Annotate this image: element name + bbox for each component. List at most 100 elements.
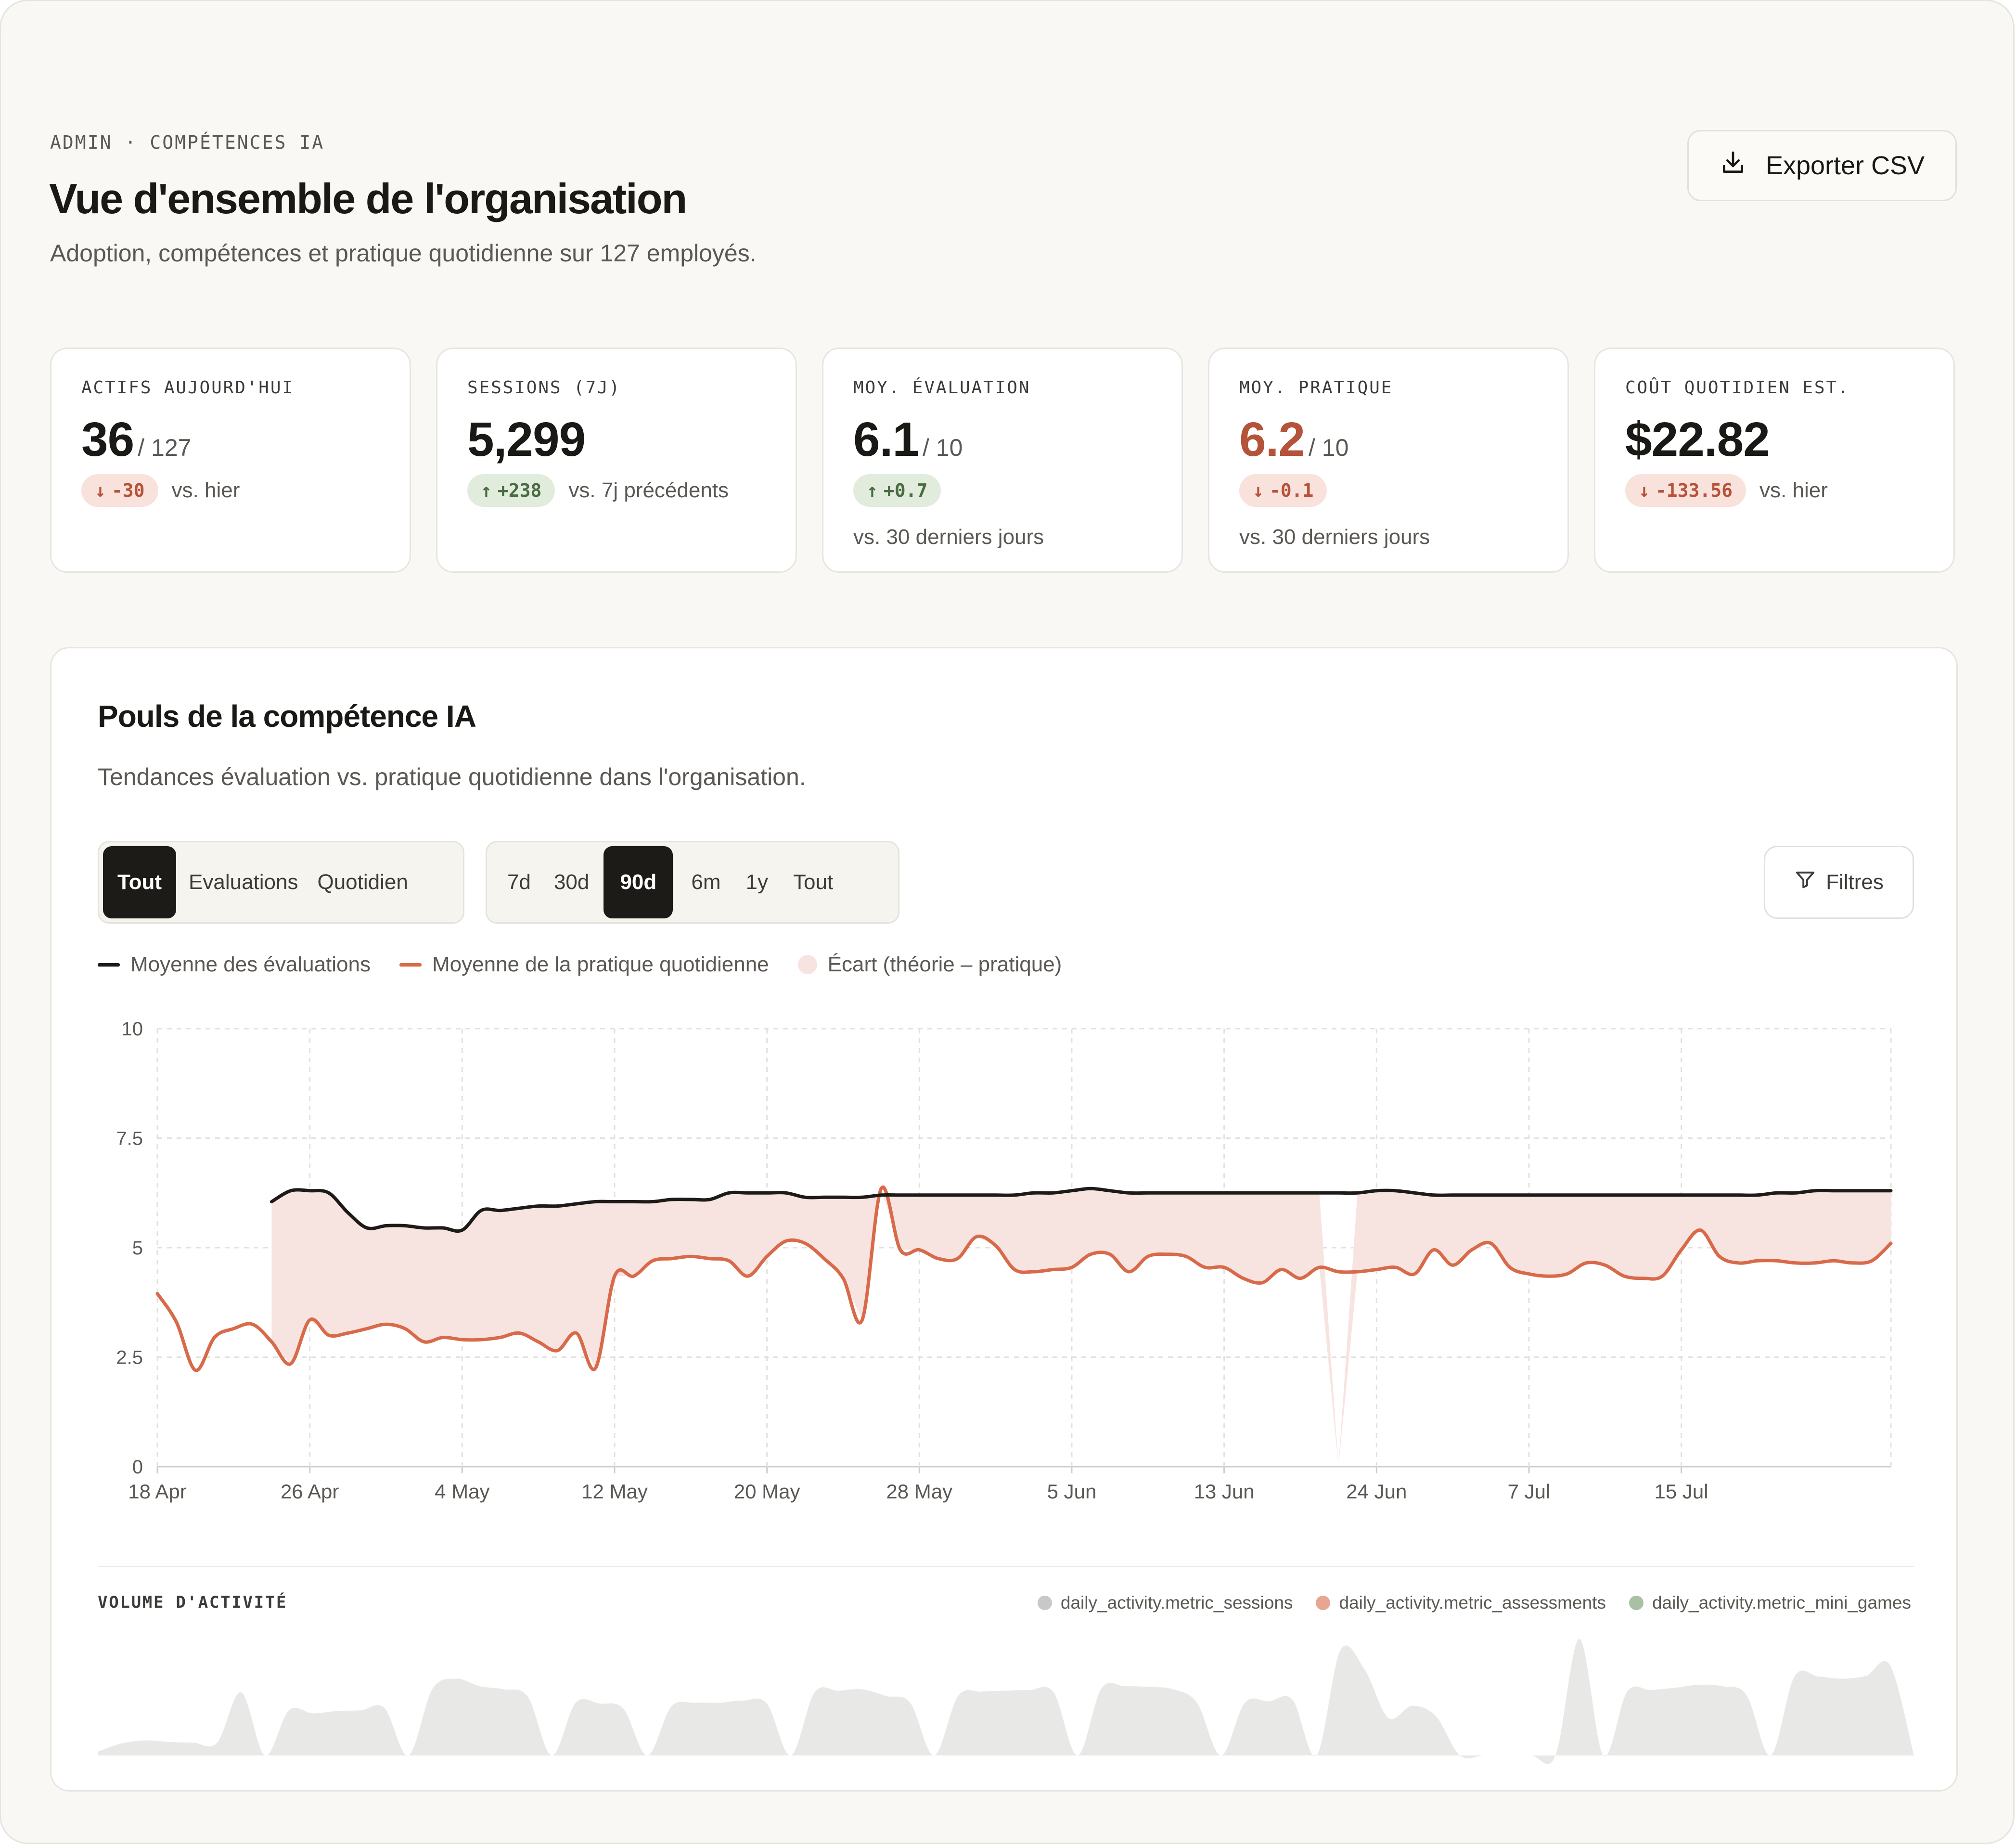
tab-range-1y[interactable]: 1y <box>745 870 768 894</box>
kpi-denominator: / 127 <box>138 434 192 461</box>
series-line-practice <box>155 1185 1893 1372</box>
kpi-value: 6.2 <box>1239 413 1305 466</box>
volume-legend-sessions: daily_activity.metric_sessions <box>1037 1593 1293 1613</box>
breadcrumb: ADMIN · COMPÉTENCES IA <box>50 132 325 153</box>
x-tick-label: 12 May <box>581 1480 648 1503</box>
y-tick-label: 7.5 <box>116 1128 143 1149</box>
arrow-down-icon: ↓ <box>1253 480 1264 501</box>
filter-icon <box>1794 869 1816 896</box>
legend-dot <box>1316 1596 1331 1610</box>
legend-label: daily_activity.metric_assessments <box>1339 1593 1606 1613</box>
kpi-note: vs. 30 derniers jours <box>853 525 1044 549</box>
legend-label: daily_activity.metric_mini_games <box>1652 1593 1911 1613</box>
kpi-comparison: vs. hier <box>1759 478 1828 502</box>
filters-label: Filtres <box>1826 870 1884 894</box>
kpi-delta-badge: ↓ -133.56 <box>1625 474 1746 507</box>
kpi-denominator: / 10 <box>923 434 963 461</box>
kpi-delta-value: -0.1 <box>1269 480 1314 501</box>
x-tick-label: 13 Jun <box>1194 1480 1255 1503</box>
kpi-value: 36 <box>81 413 134 466</box>
legend-swatch <box>98 963 120 967</box>
tab-view-tout[interactable]: Tout <box>103 846 176 918</box>
y-tick-label: 10 <box>122 1019 143 1040</box>
tab-view-evaluations[interactable]: Evaluations <box>189 870 298 894</box>
volume-legend: daily_activity.metric_sessions daily_act… <box>1037 1593 1911 1613</box>
kpi-card-avg-practice: MOY. PRATIQUE 6.2 / 10 ↓ -0.1 vs. 30 dern… <box>1208 348 1569 573</box>
export-csv-button[interactable]: Exporter CSV <box>1687 130 1957 201</box>
x-tick-label: 5 Jun <box>1047 1480 1097 1503</box>
kpi-value: 6.1 <box>853 413 919 466</box>
x-tick-label: 28 May <box>886 1480 952 1503</box>
kpi-label: COÛT QUOTIDIEN EST. <box>1625 378 1850 398</box>
kpi-delta-value: -133.56 <box>1655 480 1733 501</box>
kpi-card-daily-cost: COÛT QUOTIDIEN EST. $22.82 ↓ -133.56 vs. … <box>1594 348 1955 573</box>
panel-subtitle: Tendances évaluation vs. pratique quotid… <box>98 763 806 790</box>
x-tick-label: 4 May <box>435 1480 489 1503</box>
kpi-delta-badge: ↑ +0.7 <box>853 474 941 507</box>
legend-label: Écart (théorie – pratique) <box>827 953 1062 976</box>
x-tick-label: 15 Jul <box>1655 1480 1708 1503</box>
tab-range-7d[interactable]: 7d <box>507 870 531 894</box>
section-divider <box>98 1566 1914 1567</box>
download-icon <box>1720 149 1746 182</box>
skills-pulse-panel: Pouls de la compétence IA Tendances éval… <box>50 647 1958 1792</box>
arrow-down-icon: ↓ <box>1639 480 1650 501</box>
kpi-delta-badge: ↓ -30 <box>81 474 158 507</box>
tab-range-tout[interactable]: Tout <box>793 870 834 894</box>
export-csv-label: Exporter CSV <box>1765 151 1925 180</box>
kpi-delta-value: +238 <box>497 480 542 501</box>
x-tick-label: 7 Jul <box>1508 1480 1551 1503</box>
tab-range-6m[interactable]: 6m <box>691 870 721 894</box>
legend-label: daily_activity.metric_sessions <box>1060 1593 1293 1613</box>
kpi-label: SESSIONS (7J) <box>467 378 621 398</box>
volume-label: VOLUME D'ACTIVITÉ <box>98 1593 288 1612</box>
volume-legend-assessments: daily_activity.metric_assessments <box>1316 1593 1606 1613</box>
legend-item-practice: Moyenne de la pratique quotidienne <box>399 953 769 977</box>
legend-dot <box>1629 1596 1644 1610</box>
page-subtitle: Adoption, compétences et pratique quotid… <box>50 240 757 267</box>
kpi-delta-value: +0.7 <box>883 480 928 501</box>
x-tick-label: 26 Apr <box>281 1480 339 1503</box>
legend-item-gap: Écart (théorie – pratique) <box>797 953 1062 977</box>
volume-legend-mini-games: daily_activity.metric_mini_games <box>1629 1593 1911 1613</box>
kpi-denominator: / 10 <box>1309 434 1349 461</box>
x-tick-label: 18 Apr <box>128 1480 186 1503</box>
volume-area-sessions <box>98 1639 1914 1764</box>
kpi-delta-badge: ↓ -0.1 <box>1239 474 1327 507</box>
kpi-delta-badge: ↑ +238 <box>467 474 555 507</box>
arrow-up-icon: ↑ <box>867 480 878 501</box>
legend-swatch <box>797 955 817 974</box>
arrow-up-icon: ↑ <box>481 480 492 501</box>
kpi-card-sessions: SESSIONS (7J) 5,299 ↑ +238 vs. 7j précéde… <box>436 348 797 573</box>
panel-title: Pouls de la compétence IA <box>98 699 476 734</box>
tab-range-30d[interactable]: 30d <box>553 870 590 894</box>
kpi-value: 5,299 <box>467 413 586 466</box>
series-line-assessment <box>270 1187 1893 1233</box>
kpi-label: MOY. PRATIQUE <box>1239 378 1393 398</box>
y-tick-label: 0 <box>132 1457 143 1478</box>
legend-item-assessment: Moyenne des évaluations <box>98 953 371 977</box>
view-toggle: Tout Evaluations Quotidien <box>98 841 464 924</box>
kpi-value: $22.82 <box>1625 413 1770 466</box>
chart-grid: 0 2.5 5 7.5 10 18 Apr 26 Apr 4 May 12 May 20 May 2… <box>116 1019 1892 1503</box>
legend-dot <box>1037 1596 1052 1610</box>
y-tick-label: 5 <box>132 1238 143 1259</box>
kpi-label: ACTIFS AUJOURD'HUI <box>81 378 294 398</box>
tab-range-90d[interactable]: 90d <box>604 846 673 918</box>
range-toggle: 7d 30d 90d 6m 1y Tout <box>486 841 899 924</box>
chart-legend: Moyenne des évaluations Moyenne de la pr… <box>98 953 1062 977</box>
gap-area <box>271 1188 1891 1467</box>
kpi-comparison: vs. 7j précédents <box>568 478 729 502</box>
page-title: Vue d'ensemble de l'organisation <box>49 175 687 222</box>
kpi-delta-value: -30 <box>111 480 145 501</box>
skills-trend-chart: 0 2.5 5 7.5 10 18 Apr 26 Apr 4 May 12 May 20 May 2… <box>116 1019 1893 1503</box>
kpi-card-avg-assessment: MOY. ÉVALUATION 6.1 / 10 ↑ +0.7 vs. 30 de… <box>822 348 1183 573</box>
tab-view-quotidien[interactable]: Quotidien <box>317 870 408 894</box>
legend-label: Moyenne des évaluations <box>130 953 371 976</box>
kpi-label: MOY. ÉVALUATION <box>853 378 1031 398</box>
kpi-note: vs. 30 derniers jours <box>1239 525 1430 549</box>
x-tick-label: 20 May <box>734 1480 800 1503</box>
filters-button[interactable]: Filtres <box>1764 846 1914 919</box>
kpi-card-active-today: ACTIFS AUJOURD'HUI 36 / 127 ↓ -30 vs. hie… <box>50 348 411 573</box>
